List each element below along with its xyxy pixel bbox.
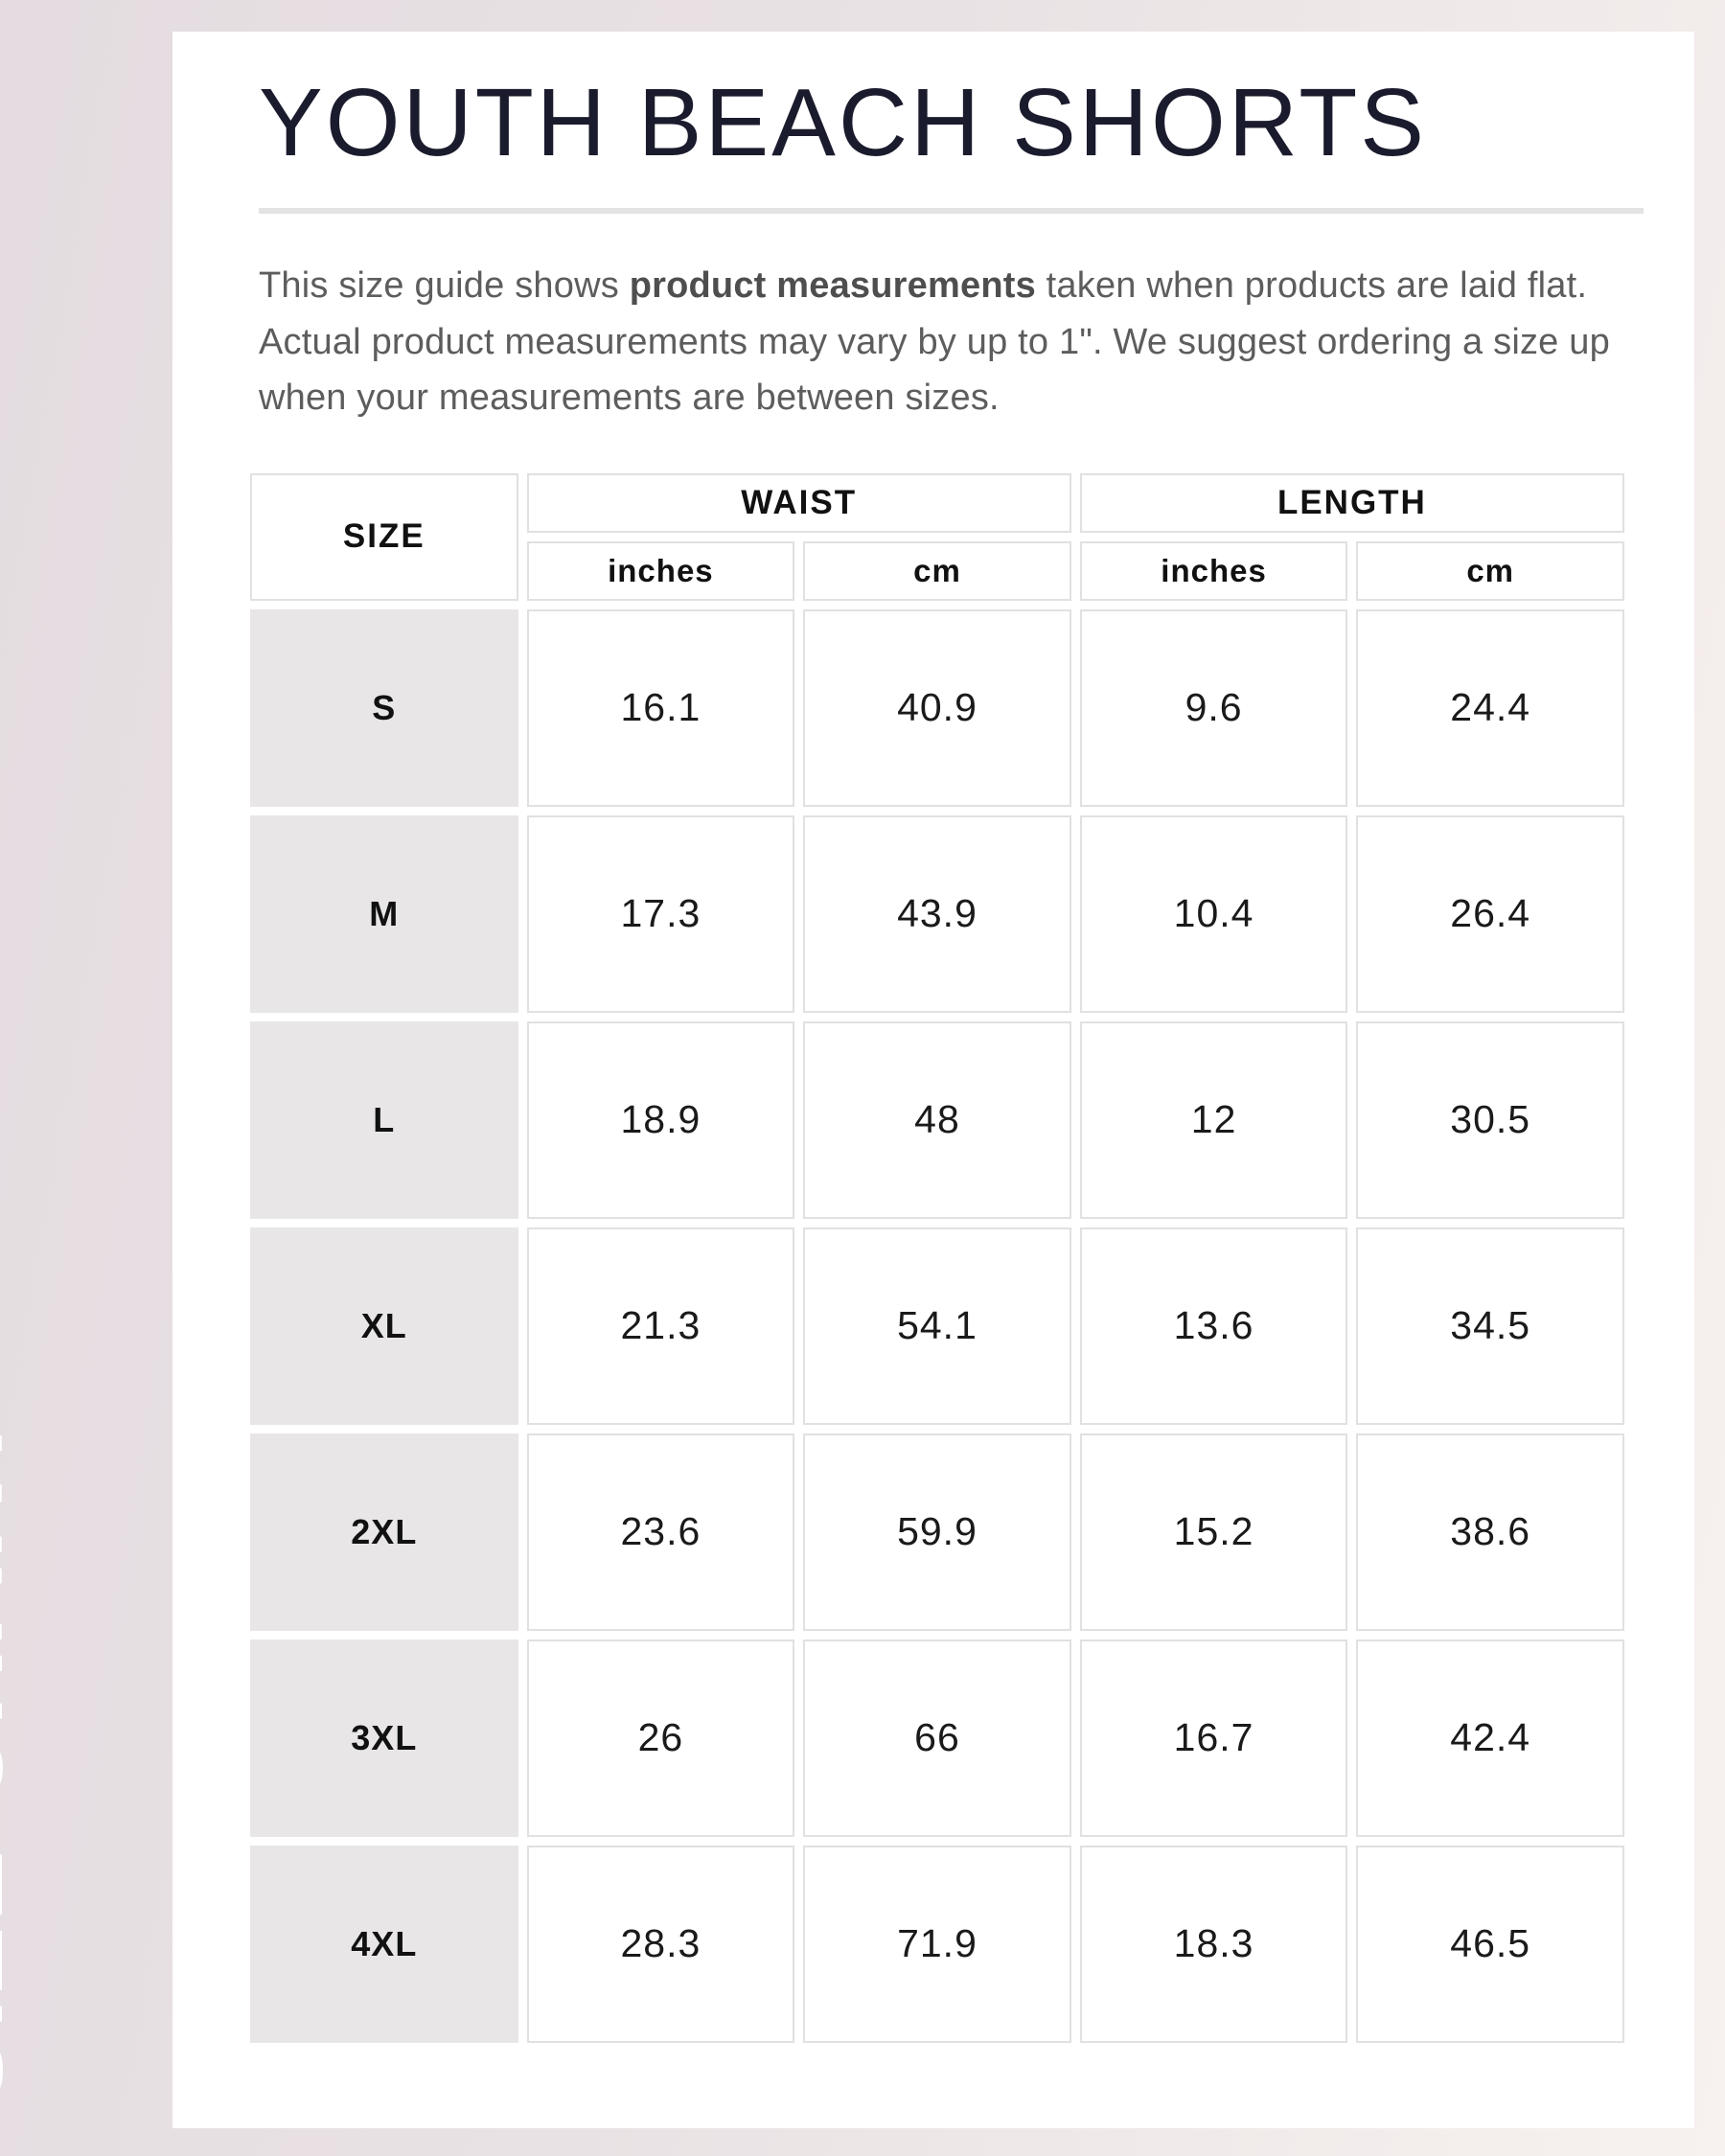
waist-inches-value: 17.3 bbox=[526, 814, 795, 1013]
waist-cm-value: 40.9 bbox=[803, 608, 1071, 807]
table-row-s: S 16.1 40.9 9.6 24.4 bbox=[250, 608, 1624, 807]
table-row-xl: XL 21.3 54.1 13.6 34.5 bbox=[250, 1227, 1624, 1425]
table-row-l: L 18.9 48 12 30.5 bbox=[250, 1021, 1624, 1219]
size-column-header: SIZE bbox=[250, 472, 518, 601]
length-cm-value: 42.4 bbox=[1356, 1639, 1624, 1837]
size-cell: XL bbox=[250, 1227, 518, 1425]
waist-cm-value: 66 bbox=[803, 1639, 1071, 1837]
title-divider bbox=[259, 208, 1644, 214]
length-inches-value: 15.2 bbox=[1079, 1433, 1348, 1631]
size-cell: L bbox=[250, 1021, 518, 1219]
waist-inches-value: 28.3 bbox=[526, 1845, 795, 2043]
waist-inches-value: 23.6 bbox=[526, 1433, 795, 1631]
length-cm-header: cm bbox=[1356, 540, 1624, 601]
length-inches-value: 16.7 bbox=[1079, 1639, 1348, 1837]
waist-inches-value: 16.1 bbox=[526, 608, 795, 807]
size-cell: 3XL bbox=[250, 1639, 518, 1837]
table-row-3xl: 3XL 26 66 16.7 42.4 bbox=[250, 1639, 1624, 1837]
size-guide-description: This size guide shows product measuremen… bbox=[259, 258, 1658, 426]
length-inches-value: 10.4 bbox=[1079, 814, 1348, 1013]
waist-cm-value: 43.9 bbox=[803, 814, 1071, 1013]
waist-cm-value: 59.9 bbox=[803, 1433, 1071, 1631]
length-cm-value: 34.5 bbox=[1356, 1227, 1624, 1425]
waist-cm-header: cm bbox=[803, 540, 1071, 601]
waist-inches-value: 21.3 bbox=[526, 1227, 795, 1425]
description-text-start: This size guide shows bbox=[259, 265, 630, 306]
waist-inches-header: inches bbox=[526, 540, 795, 601]
size-cell: M bbox=[250, 814, 518, 1013]
size-chart-card: YOUTH BEACH SHORTS This size guide shows… bbox=[172, 32, 1694, 2128]
length-inches-value: 9.6 bbox=[1079, 608, 1348, 807]
waist-cm-value: 48 bbox=[803, 1021, 1071, 1219]
waist-cm-value: 54.1 bbox=[803, 1227, 1071, 1425]
length-inches-value: 12 bbox=[1079, 1021, 1348, 1219]
waist-inches-value: 18.9 bbox=[526, 1021, 795, 1219]
table-header-group-row: SIZE WAIST LENGTH bbox=[250, 472, 1624, 601]
length-cm-value: 46.5 bbox=[1356, 1845, 1624, 2043]
length-cm-value: 30.5 bbox=[1356, 1021, 1624, 1219]
waist-inches-value: 26 bbox=[526, 1639, 795, 1837]
waist-cm-value: 71.9 bbox=[803, 1845, 1071, 2043]
size-chart-vertical-label: SIZE CHART bbox=[0, 1405, 25, 2106]
length-inches-header: inches bbox=[1079, 540, 1348, 601]
description-bold-text: product measurements bbox=[629, 265, 1036, 306]
page-title: YOUTH BEACH SHORTS bbox=[259, 69, 1427, 176]
size-table-body: S 16.1 40.9 9.6 24.4 M 17.3 43.9 10.4 26… bbox=[250, 608, 1624, 2043]
size-cell: 4XL bbox=[250, 1845, 518, 2043]
length-inches-value: 18.3 bbox=[1079, 1845, 1348, 2043]
size-table-header: SIZE WAIST LENGTH inches cm inches cm bbox=[250, 472, 1624, 601]
size-table: SIZE WAIST LENGTH inches cm inches cm S … bbox=[242, 465, 1633, 2052]
length-cm-value: 38.6 bbox=[1356, 1433, 1624, 1631]
table-row-2xl: 2XL 23.6 59.9 15.2 38.6 bbox=[250, 1433, 1624, 1631]
size-cell: S bbox=[250, 608, 518, 807]
description-text-end: taken when products are laid flat. Actua… bbox=[259, 265, 1610, 419]
size-cell: 2XL bbox=[250, 1433, 518, 1631]
length-inches-value: 13.6 bbox=[1079, 1227, 1348, 1425]
table-row-m: M 17.3 43.9 10.4 26.4 bbox=[250, 814, 1624, 1013]
waist-group-header: WAIST bbox=[526, 472, 1071, 533]
table-row-4xl: 4XL 28.3 71.9 18.3 46.5 bbox=[250, 1845, 1624, 2043]
length-cm-value: 24.4 bbox=[1356, 608, 1624, 807]
length-cm-value: 26.4 bbox=[1356, 814, 1624, 1013]
table-header-units-row: inches cm inches cm bbox=[250, 540, 1624, 601]
length-group-header: LENGTH bbox=[1079, 472, 1624, 533]
